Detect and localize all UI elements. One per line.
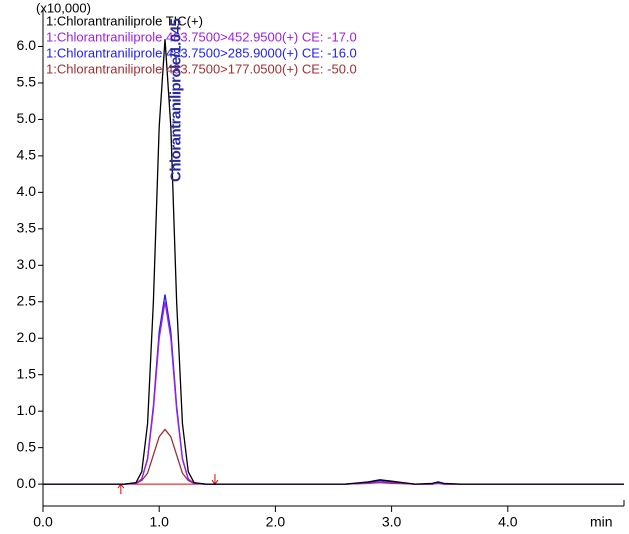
peak-marker bbox=[211, 474, 219, 485]
series-line bbox=[43, 428, 624, 485]
y-tick-label: 4.5 bbox=[17, 147, 37, 163]
x-tick-label: 2.0 bbox=[266, 514, 286, 530]
y-tick-label: 0.5 bbox=[17, 438, 37, 454]
y-tick-label: 5.0 bbox=[17, 110, 37, 126]
y-tick-label: 1.5 bbox=[17, 365, 37, 381]
x-tick-label: 4.0 bbox=[498, 514, 518, 530]
y-tick-label: 2.0 bbox=[17, 329, 37, 345]
peak-marker bbox=[117, 483, 125, 495]
y-tick-label: 0.0 bbox=[17, 475, 37, 491]
legend-entry: 1:Chlorantraniliprole 483.7500>452.9500(… bbox=[46, 29, 357, 44]
y-tick-label: 6.0 bbox=[17, 37, 37, 53]
x-tick-label: 3.0 bbox=[382, 514, 402, 530]
peak-annotation: Chlorantraniliprole/1.045 bbox=[168, 18, 185, 182]
y-tick-label: 1.0 bbox=[17, 402, 37, 418]
x-tick-label: 1.0 bbox=[149, 514, 169, 530]
x-tick-label: 0.0 bbox=[33, 514, 53, 530]
series-line bbox=[43, 294, 624, 485]
legend-entry: 1:Chlorantraniliprole 483.7500>177.0500(… bbox=[46, 61, 357, 76]
series-line bbox=[43, 301, 624, 485]
legend-entry: 1:Chlorantraniliprole TIC(+) bbox=[46, 13, 203, 28]
y-tick-label: 3.5 bbox=[17, 220, 37, 236]
y-tick-label: 3.0 bbox=[17, 256, 37, 272]
legend-entry: 1:Chlorantraniliprole 483.7500>285.9000(… bbox=[46, 45, 357, 60]
y-tick-label: 5.5 bbox=[17, 74, 37, 90]
y-tick-label: 2.5 bbox=[17, 292, 37, 308]
y-unit-label: (x10,000) bbox=[36, 0, 91, 15]
y-tick-label: 4.0 bbox=[17, 183, 37, 199]
series-line bbox=[43, 39, 624, 485]
x-axis-label: min bbox=[590, 514, 613, 530]
